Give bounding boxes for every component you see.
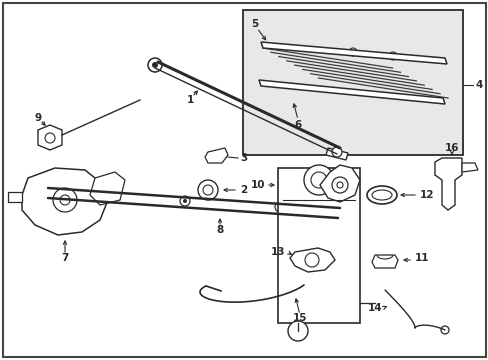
Text: 13: 13	[270, 247, 285, 257]
Circle shape	[198, 180, 218, 200]
Text: 12: 12	[419, 190, 434, 200]
Circle shape	[53, 188, 77, 212]
Polygon shape	[371, 255, 397, 268]
Polygon shape	[38, 125, 62, 150]
Polygon shape	[289, 248, 334, 272]
Circle shape	[332, 210, 336, 214]
Polygon shape	[204, 148, 227, 163]
Circle shape	[278, 205, 282, 209]
Circle shape	[329, 207, 339, 217]
Circle shape	[287, 321, 307, 341]
Text: 14: 14	[366, 303, 381, 313]
Circle shape	[180, 196, 190, 206]
Text: 3: 3	[240, 153, 247, 163]
Text: 15: 15	[292, 313, 306, 323]
Text: 5: 5	[250, 19, 258, 29]
Circle shape	[60, 195, 70, 205]
Circle shape	[148, 58, 162, 72]
Polygon shape	[8, 192, 22, 202]
Circle shape	[331, 177, 347, 193]
Polygon shape	[461, 163, 477, 172]
Polygon shape	[261, 42, 446, 64]
Text: 6: 6	[294, 120, 301, 130]
Text: 11: 11	[414, 253, 428, 263]
Polygon shape	[90, 172, 125, 205]
Polygon shape	[319, 165, 359, 202]
Circle shape	[388, 52, 396, 60]
Text: 8: 8	[216, 225, 223, 235]
Circle shape	[152, 62, 158, 68]
Text: 7: 7	[61, 253, 68, 263]
Circle shape	[274, 202, 285, 212]
Circle shape	[203, 185, 213, 195]
Circle shape	[348, 48, 356, 56]
Circle shape	[305, 253, 318, 267]
Circle shape	[183, 199, 186, 203]
Text: 1: 1	[186, 95, 193, 105]
Ellipse shape	[366, 186, 396, 204]
Circle shape	[98, 193, 102, 197]
Circle shape	[304, 165, 333, 195]
Circle shape	[310, 172, 326, 188]
Polygon shape	[434, 158, 461, 210]
Circle shape	[95, 190, 105, 200]
Text: 9: 9	[34, 113, 41, 123]
Circle shape	[45, 133, 55, 143]
Text: 16: 16	[444, 143, 458, 153]
Text: 10: 10	[250, 180, 264, 190]
Circle shape	[336, 182, 342, 188]
Circle shape	[331, 147, 341, 157]
Bar	[243, 10, 462, 155]
Text: 2: 2	[240, 185, 247, 195]
Bar	[278, 168, 359, 323]
Polygon shape	[259, 80, 444, 104]
Polygon shape	[22, 168, 108, 235]
Text: 4: 4	[474, 80, 481, 90]
Circle shape	[440, 326, 448, 334]
Ellipse shape	[371, 190, 391, 200]
Polygon shape	[325, 148, 347, 160]
